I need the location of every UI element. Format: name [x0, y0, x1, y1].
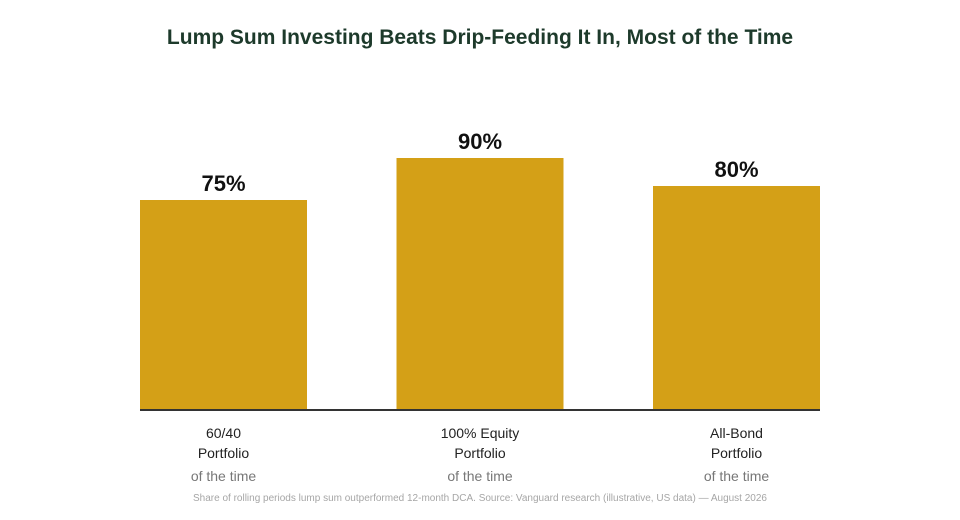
- category-label-1-line-1: Portfolio: [454, 445, 506, 461]
- data-label-2: 80%: [714, 157, 758, 182]
- sub-label-0: of the time: [191, 468, 257, 484]
- footnote: Share of rolling periods lump sum outper…: [193, 493, 767, 504]
- sub-label-2: of the time: [704, 468, 770, 484]
- bars-layer: [140, 158, 820, 410]
- chart-title: Lump Sum Investing Beats Drip-Feeding It…: [166, 26, 794, 49]
- sub-label-1: of the time: [447, 468, 513, 484]
- bar-2: [653, 186, 820, 410]
- labels-layer: 75% 60/40 Portfolio of the time 90% 100% Equi…: [191, 129, 770, 484]
- category-label-0-line-1: Portfolio: [198, 445, 250, 461]
- category-label-2-line-0: All-Bond: [710, 425, 763, 441]
- data-label-1: 90%: [458, 129, 502, 154]
- bar-0: [140, 200, 307, 410]
- data-label-0: 75%: [201, 171, 245, 196]
- bar-1: [396, 158, 564, 410]
- category-label-1-line-0: 100% Equity: [441, 425, 520, 441]
- category-label-0-line-0: 60/40: [206, 425, 241, 441]
- category-label-2-line-1: Portfolio: [711, 445, 763, 461]
